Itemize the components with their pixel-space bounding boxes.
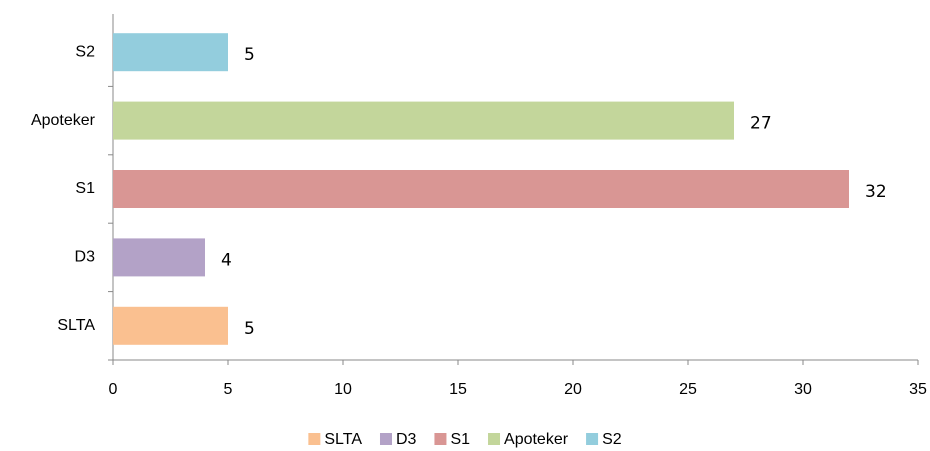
legend-label: S1 [450,431,470,448]
legend-swatch [308,433,321,445]
x-tick-label: 20 [564,381,582,398]
legend-swatch [488,433,501,445]
y-tick-label: D3 [75,249,96,266]
x-tick-label: 5 [224,381,233,398]
legend-label: S2 [602,431,622,448]
legend-label: D3 [396,431,417,448]
value-label: 27 [750,114,772,134]
bar [113,101,734,140]
x-tick-label: 30 [794,381,812,398]
y-tick-label: Apoteker [31,112,96,129]
bar [113,33,228,72]
x-tick-label: 35 [909,381,927,398]
bar [113,170,849,208]
value-label: 32 [865,182,887,202]
x-tick-label: 10 [334,381,352,398]
x-tick-label: 0 [109,381,118,398]
y-tick-label: S1 [75,180,95,197]
value-label: 5 [244,45,255,65]
legend-label: Apoteker [504,431,569,448]
legend-label: SLTA [324,431,362,448]
y-tick-label: SLTA [57,317,95,334]
x-tick-label: 25 [679,381,697,398]
value-label: 4 [221,250,232,270]
bar [113,306,228,345]
y-tick-label: S2 [75,43,95,60]
x-tick-label: 15 [449,381,467,398]
value-label: 5 [244,319,255,339]
bar [113,238,205,277]
legend-swatch [379,433,392,445]
legend-swatch [434,433,447,445]
legend-swatch [586,433,599,445]
